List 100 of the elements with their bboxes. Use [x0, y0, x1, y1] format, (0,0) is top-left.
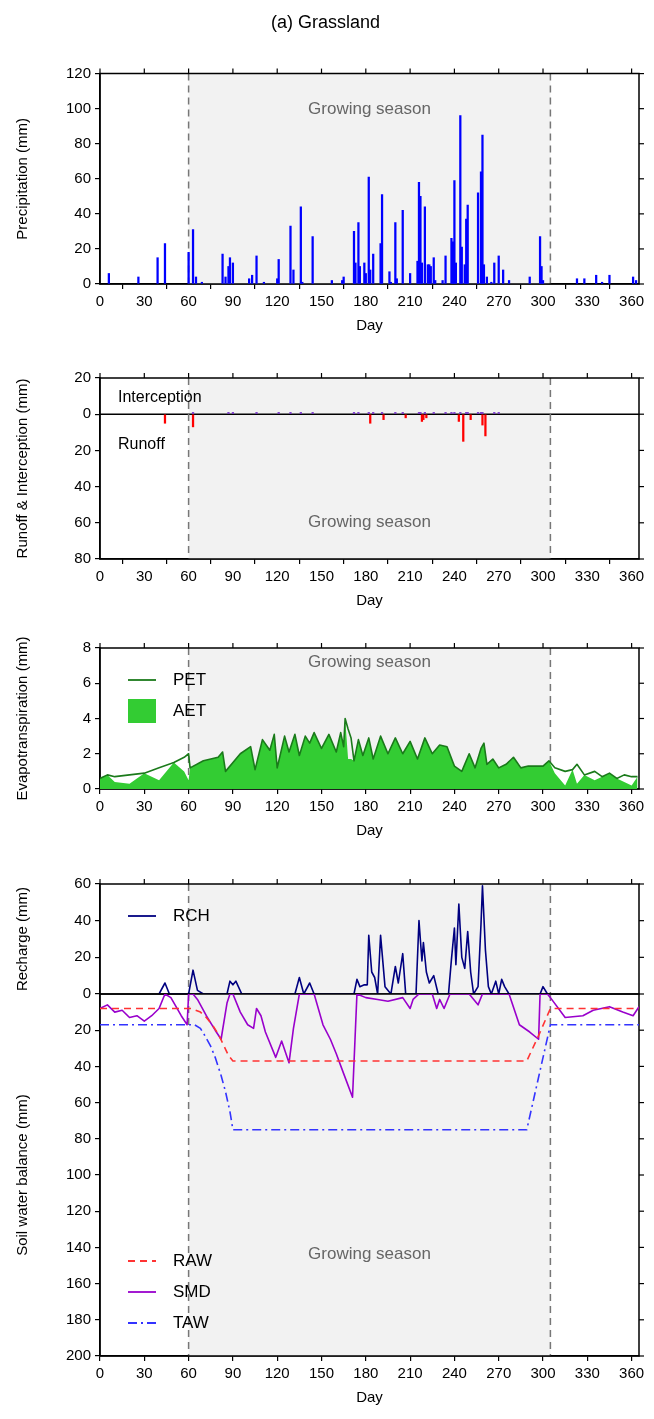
bar: [575, 278, 579, 284]
bar: [107, 273, 110, 284]
bar: [289, 225, 292, 284]
x-tick-label: 360: [619, 797, 645, 815]
line-series: [100, 1023, 639, 1131]
x-tick-label: 270: [486, 567, 512, 585]
x-tick-label: 210: [397, 797, 423, 815]
bar: [228, 257, 232, 284]
bar: [453, 180, 456, 284]
legend-label: SMD: [173, 1281, 211, 1301]
x-tick-label: 270: [486, 797, 512, 815]
y-tick-label: 0: [82, 274, 91, 292]
y-tick-label: 20: [74, 440, 91, 458]
y-tick-label: 100: [65, 98, 91, 116]
y-tick-label: 2: [82, 743, 91, 761]
y-tick-label: 80: [74, 1128, 91, 1146]
y-tick-label: 120: [65, 1201, 91, 1219]
y-tick-label: 80: [74, 549, 91, 567]
x-tick-label: 60: [180, 797, 197, 815]
legend-label: RAW: [173, 1250, 213, 1270]
bar: [583, 278, 586, 284]
x-tick-label: 180: [353, 292, 379, 310]
annotation: Runoff: [118, 435, 166, 453]
x-tick-label: 120: [264, 567, 290, 585]
y-tick-label: 20: [74, 1020, 91, 1038]
x-tick-label: 30: [135, 292, 153, 310]
x-tick-label: 30: [135, 1364, 153, 1382]
x-axis-title: Day: [356, 821, 384, 839]
bar: [634, 280, 638, 284]
x-tick-label: 180: [353, 567, 379, 585]
x-tick-label: 60: [180, 292, 197, 310]
y-tick-label: 8: [82, 638, 91, 656]
x-tick-label: 240: [441, 292, 467, 310]
bar: [163, 243, 167, 284]
y-axis-title: Evapotranspiration (mm): [13, 636, 31, 801]
y-tick-label: 200: [65, 1346, 91, 1364]
x-tick-label: 120: [264, 797, 290, 815]
x-axis-title: Day: [356, 591, 384, 609]
bar: [156, 257, 159, 284]
legend-label: RCH: [173, 905, 210, 925]
band-label: Growing season: [308, 512, 431, 532]
y-tick-label: 60: [74, 874, 91, 892]
y-axis-title: Recharge (mm): [13, 886, 31, 992]
x-tick-label: 210: [397, 292, 423, 310]
y-tick-label: 6: [82, 673, 91, 691]
x-tick-label: 330: [574, 567, 600, 585]
x-tick-label: 120: [264, 1364, 290, 1382]
x-tick-label: 90: [224, 797, 242, 815]
y-tick-label: 100: [65, 1165, 91, 1183]
y-tick-label: 0: [82, 984, 91, 1002]
y-tick-label: 4: [82, 708, 91, 726]
y-tick-label: 20: [74, 239, 91, 257]
x-tick-label: 60: [180, 1364, 197, 1382]
x-tick-label: 360: [619, 1364, 645, 1382]
band-label: Growing season: [308, 1244, 431, 1264]
bar: [408, 273, 412, 284]
bar: [311, 236, 314, 284]
bar: [372, 253, 375, 284]
y-tick-label: 120: [65, 63, 91, 81]
x-tick-label: 330: [574, 292, 600, 310]
x-tick-label: 150: [308, 292, 335, 310]
x-tick-label: 300: [530, 292, 556, 310]
x-axis-title: Day: [356, 1388, 384, 1406]
chart-title: (a) Grassland: [270, 11, 381, 32]
bar: [444, 255, 447, 284]
x-tick-label: 300: [530, 797, 556, 815]
legend-label: PET: [173, 669, 207, 689]
y-tick-label: 60: [74, 512, 91, 530]
bar: [221, 253, 224, 284]
x-tick-label: 180: [353, 1364, 379, 1382]
legend-label: AET: [173, 700, 207, 720]
bar: [481, 134, 484, 284]
bar: [250, 274, 254, 284]
x-tick-label: 240: [441, 797, 467, 815]
x-tick-label: 180: [353, 797, 379, 815]
y-axis-title: Soil water balance (mm): [13, 1094, 31, 1256]
x-tick-label: 300: [530, 567, 556, 585]
bar: [608, 274, 611, 284]
x-tick-label: 240: [441, 1364, 467, 1382]
x-tick-label: 0: [95, 1364, 105, 1382]
y-tick-label: 60: [74, 1092, 91, 1110]
x-tick-label: 270: [486, 1364, 512, 1382]
y-tick-label: 40: [74, 476, 91, 494]
bar: [248, 278, 251, 284]
x-tick-label: 150: [308, 797, 335, 815]
annotation: Interception: [118, 388, 202, 406]
x-tick-label: 120: [264, 292, 290, 310]
x-tick-label: 240: [441, 567, 467, 585]
band-label: Growing season: [308, 99, 431, 119]
x-tick-label: 300: [530, 1364, 556, 1382]
y-tick-label: 40: [74, 204, 91, 222]
bar: [357, 222, 360, 284]
legend-label: TAW: [173, 1312, 209, 1332]
y-tick-label: 0: [82, 779, 91, 797]
x-tick-label: 210: [397, 1364, 423, 1382]
bar: [595, 274, 598, 284]
bar: [187, 252, 190, 284]
x-tick-label: 90: [224, 292, 242, 310]
x-tick-label: 30: [135, 567, 153, 585]
band-label: Growing season: [308, 651, 431, 671]
